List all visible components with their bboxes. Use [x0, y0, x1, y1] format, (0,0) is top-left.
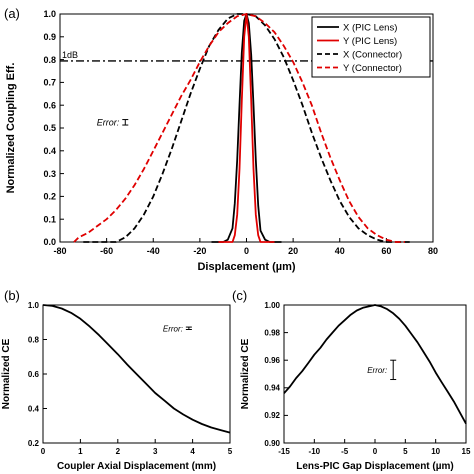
x-tick-label: -20 — [193, 246, 206, 256]
y-tick-label: 0.98 — [264, 328, 280, 337]
x-tick-label: 5 — [403, 447, 408, 456]
x-tick-label: 3 — [153, 447, 158, 456]
legend-label: X (PIC Lens) — [343, 23, 397, 34]
y-tick-label: 0.0 — [43, 237, 56, 247]
panel-a-chart: -80 -60 -40 -20 0 20 40 60 80 0.0 0.1 0.2 0.3 0.4 0.5 0… — [4, 6, 438, 273]
y-tick-label: 0.8 — [43, 55, 56, 65]
x-tick-label: 0 — [373, 447, 378, 456]
x-tick-label: 15 — [462, 447, 471, 456]
y-tick-label: 0.90 — [264, 439, 280, 448]
x-tick-label: -10 — [309, 447, 321, 456]
y-tick-label: 0.7 — [43, 78, 56, 88]
x-axis-label: Lens-PIC Gap Displacement (µm) — [296, 461, 453, 472]
y-tick-label: 0.6 — [28, 370, 40, 379]
x-tick-label: 10 — [431, 447, 440, 456]
x-tick-label: 2 — [116, 447, 121, 456]
legend-label: Y (Connector) — [343, 63, 402, 74]
y-tick-label: 0.2 — [43, 192, 56, 202]
x-tick-label: 20 — [288, 246, 298, 256]
x-tick-label: 0 — [41, 447, 46, 456]
y-axis-label: Normalized CE — [240, 338, 251, 409]
series-line-1 — [283, 304, 467, 425]
y-tick-label: 0.8 — [28, 335, 40, 344]
y-tick-label: 0.6 — [43, 100, 56, 110]
x-tick-label: 80 — [428, 246, 438, 256]
y-tick-label: 0.96 — [264, 356, 280, 365]
x-tick-label: 1 — [78, 447, 83, 456]
x-tick-label: 5 — [228, 447, 233, 456]
y-tick-label: 1.0 — [43, 9, 56, 19]
legend-label: X (Connector) — [343, 50, 402, 61]
panel-label: (b) — [4, 288, 20, 303]
error-label: Error: — [367, 366, 387, 375]
x-tick-label: -5 — [341, 447, 349, 456]
legend-label: Y (PIC Lens) — [343, 36, 397, 47]
y-axis-label: Normalized Coupling Eff. — [5, 63, 17, 194]
x-axis-label: Displacement (µm) — [197, 261, 295, 273]
x-tick-label: -15 — [278, 447, 290, 456]
series-line-1 — [42, 304, 231, 434]
x-tick-label: -60 — [100, 246, 113, 256]
error-label: Error: — [163, 324, 183, 333]
x-tick-label: 40 — [335, 246, 345, 256]
y-tick-label: 1.00 — [264, 301, 280, 310]
x-tick-label: 60 — [381, 246, 391, 256]
y-tick-label: 0.92 — [264, 411, 280, 420]
y-tick-label: 1.0 — [28, 301, 40, 310]
y-tick-label: 0.3 — [43, 169, 56, 179]
y-tick-label: 0.5 — [43, 123, 56, 133]
y-tick-label: 0.9 — [43, 32, 56, 42]
series-line-2 — [218, 13, 275, 243]
y-tick-label: 0.2 — [28, 439, 40, 448]
x-tick-label: 4 — [190, 447, 195, 456]
error-label: Error: — [97, 117, 120, 127]
y-tick-label: 0.1 — [43, 214, 56, 224]
threshold-label: 1dB — [62, 50, 78, 60]
y-tick-label: 0.4 — [28, 404, 40, 413]
panel-c-chart: -15 -10 -5 0 5 10 15 0.90 0.92 0.94 0.96 0.98 1.00 Le… — [232, 288, 471, 472]
y-axis-label: Normalized CE — [1, 338, 12, 409]
y-tick-label: 0.4 — [43, 146, 56, 156]
x-tick-label: -80 — [53, 246, 66, 256]
x-axis-label: Coupler Axial Displacement (mm) — [57, 461, 216, 472]
panel-label: (c) — [232, 288, 247, 303]
x-tick-label: 0 — [244, 246, 249, 256]
series-line-4 — [73, 13, 405, 243]
x-tick-label: -40 — [147, 246, 160, 256]
panel-b-chart: 0 1 2 3 4 5 0.2 0.4 0.6 0.8 1.0 Coupler Axial Displ… — [1, 288, 233, 472]
y-tick-label: 0.94 — [264, 384, 280, 393]
series-line-1 — [211, 13, 282, 243]
panel-label: (a) — [4, 6, 20, 21]
